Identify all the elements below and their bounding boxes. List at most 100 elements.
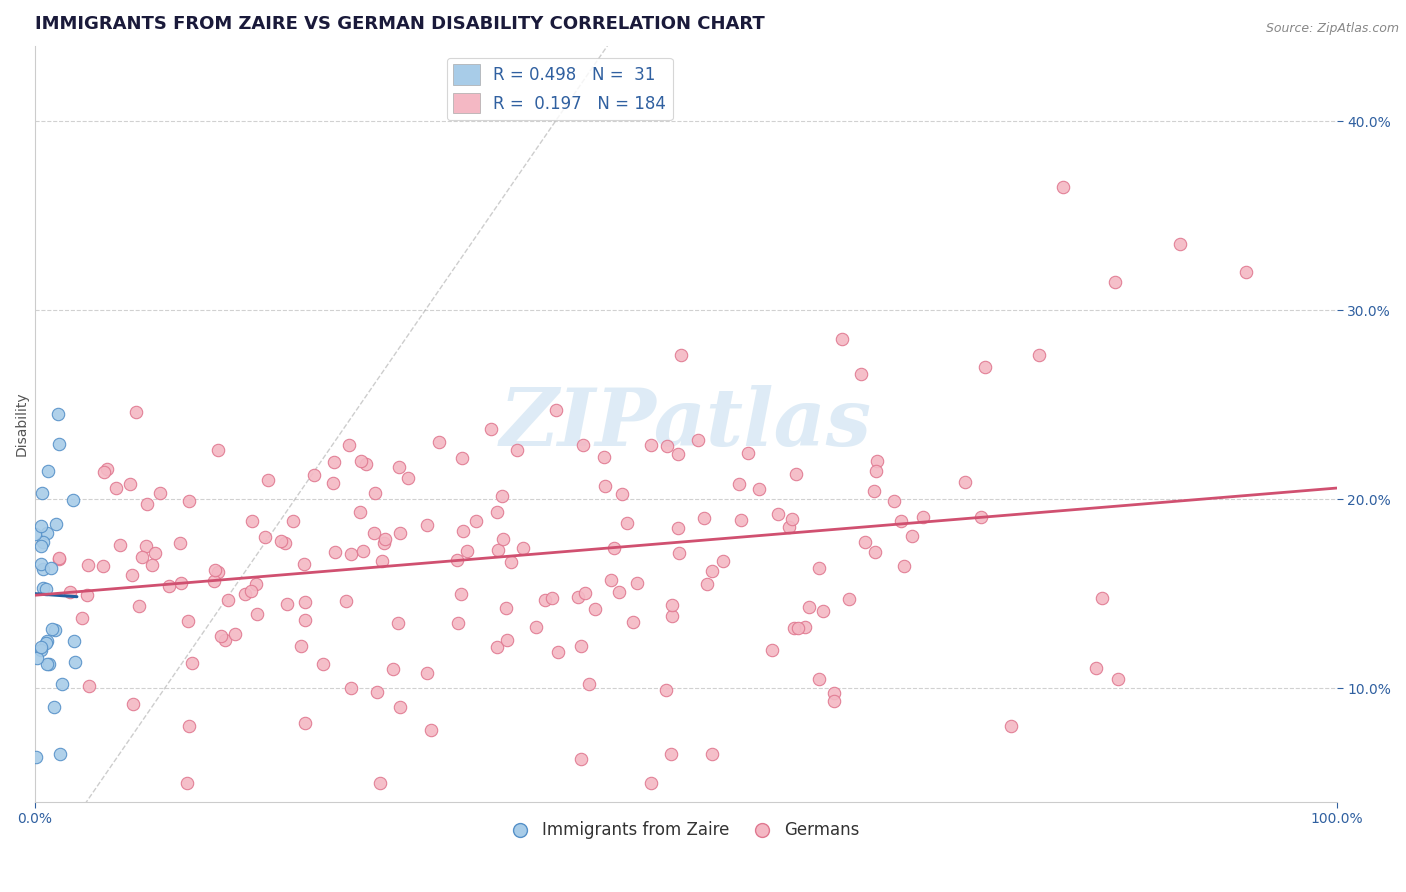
Point — [668, 546, 690, 560]
Point — [911, 510, 934, 524]
Point — [974, 359, 997, 374]
Point — [450, 587, 472, 601]
Point — [883, 494, 905, 508]
Point — [849, 367, 872, 381]
Point — [25, 651, 48, 665]
Point — [294, 613, 316, 627]
Point — [373, 536, 395, 550]
Point — [890, 514, 912, 528]
Point — [823, 686, 845, 700]
Point — [603, 541, 626, 556]
Point — [91, 559, 114, 574]
Point — [1107, 672, 1129, 686]
Point — [512, 541, 534, 555]
Point — [290, 639, 312, 653]
Point — [485, 505, 508, 519]
Point — [214, 633, 236, 648]
Point — [544, 402, 567, 417]
Point — [1028, 348, 1050, 362]
Point — [787, 622, 810, 636]
Point — [626, 575, 648, 590]
Point — [207, 565, 229, 579]
Point — [811, 604, 834, 618]
Point — [35, 634, 58, 648]
Point — [270, 534, 292, 549]
Point — [666, 521, 689, 535]
Point — [865, 454, 887, 468]
Point — [257, 473, 280, 487]
Point — [35, 636, 58, 650]
Point — [181, 656, 204, 670]
Point — [135, 497, 157, 511]
Point — [246, 607, 269, 621]
Point — [34, 582, 56, 596]
Point — [766, 507, 789, 521]
Point — [793, 619, 815, 633]
Point — [696, 576, 718, 591]
Point — [970, 509, 993, 524]
Point — [339, 681, 361, 695]
Point — [838, 592, 860, 607]
Point — [128, 599, 150, 613]
Point — [96, 461, 118, 475]
Text: Source: ZipAtlas.com: Source: ZipAtlas.com — [1265, 22, 1399, 36]
Point — [31, 486, 53, 500]
Point — [204, 563, 226, 577]
Point — [322, 475, 344, 490]
Point — [778, 520, 800, 534]
Point — [389, 526, 412, 541]
Point — [49, 747, 72, 762]
Point — [807, 561, 830, 575]
Point — [1091, 591, 1114, 605]
Point — [125, 405, 148, 419]
Point — [104, 481, 127, 495]
Point — [387, 615, 409, 630]
Point — [492, 532, 515, 546]
Point — [382, 662, 405, 676]
Point — [456, 544, 478, 558]
Point — [640, 438, 662, 452]
Point — [24, 526, 46, 541]
Point — [281, 514, 304, 528]
Point — [711, 554, 734, 568]
Point — [831, 332, 853, 346]
Point — [169, 536, 191, 550]
Point — [1234, 265, 1257, 279]
Point — [901, 529, 924, 543]
Point — [46, 407, 69, 421]
Point — [688, 433, 710, 447]
Point — [693, 510, 716, 524]
Point — [578, 677, 600, 691]
Point — [623, 615, 645, 629]
Point — [45, 516, 67, 531]
Point — [567, 591, 589, 605]
Point — [363, 526, 385, 541]
Point — [534, 593, 557, 607]
Point — [447, 615, 470, 630]
Point — [1104, 275, 1126, 289]
Point — [863, 484, 886, 499]
Point — [179, 719, 201, 733]
Point — [370, 554, 392, 568]
Y-axis label: Disability: Disability — [15, 392, 30, 456]
Point — [254, 530, 277, 544]
Point — [177, 614, 200, 628]
Point — [593, 450, 616, 464]
Point — [149, 486, 172, 500]
Point — [807, 673, 830, 687]
Point — [354, 457, 377, 471]
Point — [274, 536, 297, 550]
Legend: Immigrants from Zaire, Germans: Immigrants from Zaire, Germans — [505, 814, 866, 847]
Point — [416, 666, 439, 681]
Point — [893, 559, 915, 574]
Point — [661, 599, 683, 613]
Point — [865, 545, 887, 559]
Point — [1170, 237, 1192, 252]
Point — [59, 585, 82, 599]
Point — [657, 439, 679, 453]
Point — [853, 534, 876, 549]
Point — [374, 532, 396, 546]
Point — [640, 775, 662, 789]
Point — [233, 587, 256, 601]
Point — [322, 455, 344, 469]
